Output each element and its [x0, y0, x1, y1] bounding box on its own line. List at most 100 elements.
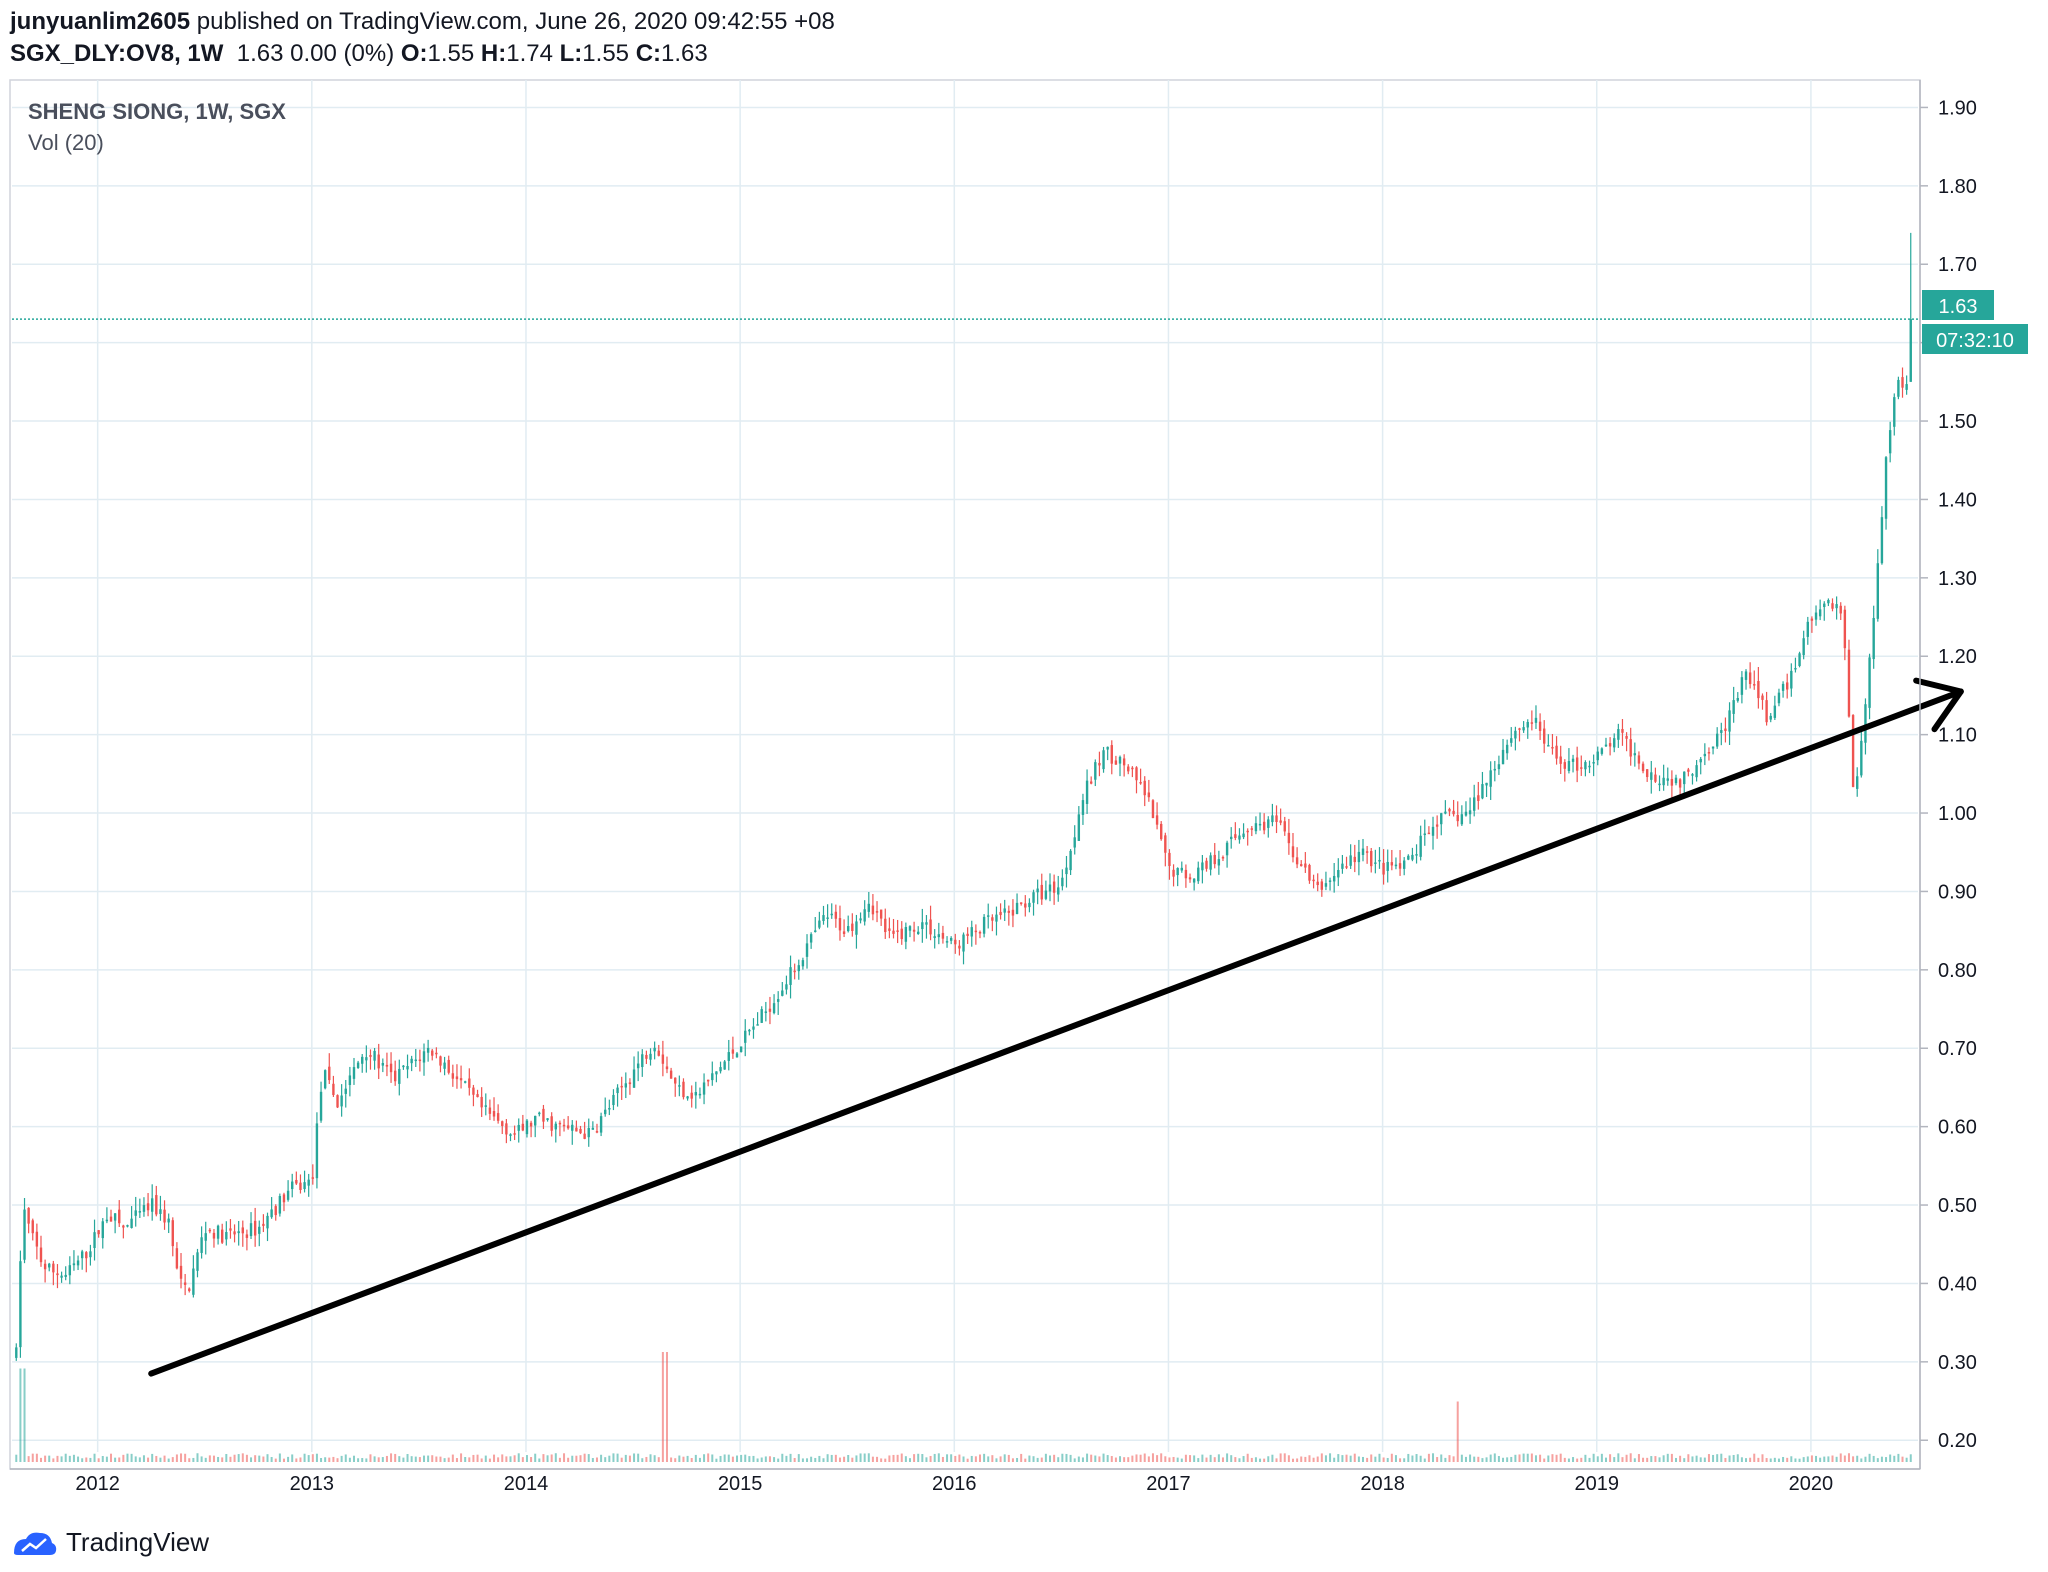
- candle-body[interactable]: [323, 1070, 327, 1089]
- candle-body[interactable]: [529, 1122, 533, 1127]
- candle-body[interactable]: [731, 1049, 735, 1054]
- candle-body[interactable]: [1131, 767, 1134, 770]
- candle-body[interactable]: [299, 1182, 302, 1190]
- candle-body[interactable]: [431, 1050, 434, 1056]
- candle-body[interactable]: [426, 1047, 430, 1053]
- candle-body[interactable]: [999, 911, 1002, 916]
- candle-body[interactable]: [1024, 903, 1027, 908]
- candle-body[interactable]: [1057, 887, 1060, 895]
- candle-body[interactable]: [785, 984, 788, 990]
- candle-body[interactable]: [1864, 704, 1867, 743]
- candle-body[interactable]: [451, 1073, 455, 1079]
- candle-body[interactable]: [1242, 833, 1245, 838]
- candle-body[interactable]: [558, 1122, 562, 1125]
- candle-body[interactable]: [23, 1209, 26, 1260]
- candle-body[interactable]: [1271, 815, 1274, 823]
- candle-body[interactable]: [1431, 826, 1435, 836]
- candle-body[interactable]: [566, 1125, 570, 1129]
- candle-body[interactable]: [459, 1078, 463, 1081]
- candle-body[interactable]: [698, 1093, 702, 1096]
- candle-body[interactable]: [270, 1209, 273, 1218]
- candle-body[interactable]: [1699, 758, 1702, 763]
- candle-body[interactable]: [109, 1216, 113, 1222]
- candle-body[interactable]: [1267, 819, 1270, 828]
- candle-body[interactable]: [1069, 850, 1072, 871]
- candle-body[interactable]: [970, 927, 973, 937]
- candle-body[interactable]: [830, 913, 833, 916]
- candle-body[interactable]: [1818, 609, 1822, 617]
- candle-body[interactable]: [665, 1066, 669, 1070]
- candle-body[interactable]: [1221, 857, 1225, 859]
- candle-body[interactable]: [661, 1054, 665, 1064]
- candle-body[interactable]: [1637, 755, 1641, 764]
- candle-body[interactable]: [1328, 880, 1332, 882]
- candle-body[interactable]: [233, 1231, 236, 1235]
- candle-body[interactable]: [1777, 692, 1781, 704]
- candle-body[interactable]: [167, 1218, 170, 1223]
- candle-body[interactable]: [1275, 815, 1278, 823]
- candle-body[interactable]: [1378, 859, 1381, 862]
- candle-body[interactable]: [925, 922, 928, 925]
- candle-body[interactable]: [937, 934, 941, 938]
- candle-body[interactable]: [146, 1203, 150, 1211]
- candle-body[interactable]: [1192, 878, 1196, 883]
- candle-body[interactable]: [130, 1218, 133, 1229]
- candle-body[interactable]: [575, 1127, 578, 1132]
- candle-body[interactable]: [1851, 715, 1855, 787]
- candle-body[interactable]: [1847, 649, 1851, 717]
- candle-body[interactable]: [871, 905, 875, 915]
- candle-body[interactable]: [1440, 813, 1443, 825]
- candle-body[interactable]: [756, 1024, 759, 1026]
- candle-body[interactable]: [1843, 609, 1847, 649]
- candle-body[interactable]: [352, 1067, 356, 1079]
- candle-body[interactable]: [1110, 745, 1113, 764]
- candle-body[interactable]: [1073, 837, 1076, 848]
- candle-body[interactable]: [1291, 846, 1295, 858]
- candle-body[interactable]: [175, 1248, 179, 1269]
- candle-body[interactable]: [550, 1116, 553, 1131]
- candle-body[interactable]: [1456, 814, 1459, 822]
- candle-body[interactable]: [1032, 892, 1035, 903]
- candle-body[interactable]: [764, 1011, 768, 1013]
- candle-body[interactable]: [282, 1194, 286, 1203]
- candle-body[interactable]: [27, 1207, 30, 1224]
- candle-body[interactable]: [402, 1065, 405, 1068]
- candle-body[interactable]: [1308, 864, 1311, 881]
- candle-body[interactable]: [842, 931, 846, 934]
- candle-body[interactable]: [641, 1054, 644, 1068]
- candle-body[interactable]: [752, 1026, 755, 1030]
- candle-body[interactable]: [319, 1091, 323, 1121]
- candle-body[interactable]: [719, 1067, 722, 1072]
- candle-body[interactable]: [1316, 881, 1319, 886]
- candle-body[interactable]: [1061, 877, 1064, 887]
- candle-body[interactable]: [1580, 767, 1583, 769]
- candle-body[interactable]: [702, 1082, 706, 1095]
- candle-body[interactable]: [1563, 762, 1567, 769]
- candle-body[interactable]: [488, 1107, 492, 1114]
- candle-body[interactable]: [266, 1215, 269, 1229]
- candle-body[interactable]: [1868, 657, 1871, 708]
- candle-body[interactable]: [1464, 811, 1468, 816]
- candle-body[interactable]: [89, 1251, 92, 1258]
- candle-body[interactable]: [1114, 760, 1118, 765]
- candle-body[interactable]: [1188, 877, 1192, 880]
- candle-body[interactable]: [1901, 377, 1904, 388]
- candle-body[interactable]: [435, 1052, 438, 1055]
- candle-body[interactable]: [278, 1195, 282, 1214]
- candle-body[interactable]: [1600, 748, 1604, 754]
- candle-body[interactable]: [1102, 750, 1105, 770]
- candle-body[interactable]: [113, 1213, 117, 1221]
- candle-body[interactable]: [1761, 695, 1764, 700]
- candle-body[interactable]: [834, 911, 838, 919]
- candle-body[interactable]: [735, 1053, 739, 1058]
- footer-brand[interactable]: TradingView: [66, 1526, 210, 1557]
- candle-body[interactable]: [888, 928, 891, 931]
- candle-body[interactable]: [624, 1083, 628, 1088]
- candle-body[interactable]: [1802, 638, 1805, 656]
- candle-body[interactable]: [1398, 863, 1402, 869]
- candle-body[interactable]: [1081, 800, 1085, 815]
- candle-body[interactable]: [414, 1059, 417, 1062]
- candle-body[interactable]: [1744, 671, 1748, 680]
- candle-body[interactable]: [900, 928, 903, 940]
